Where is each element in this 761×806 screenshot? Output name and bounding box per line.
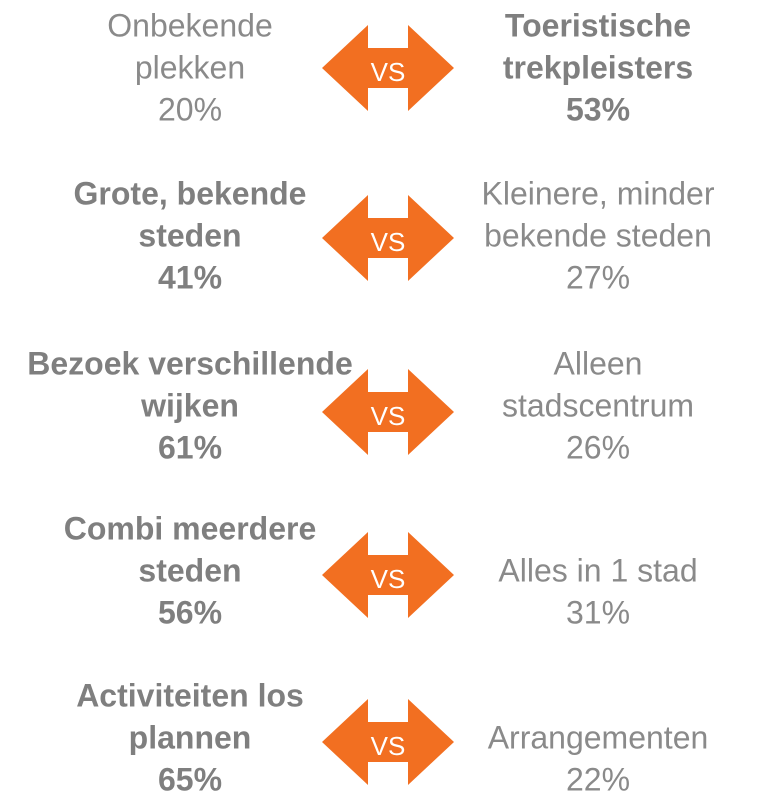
left-label: Combi meerdere bbox=[64, 510, 317, 546]
left-percentage: 56% bbox=[158, 594, 222, 630]
left-label: steden bbox=[138, 552, 241, 588]
left-percentage: 20% bbox=[158, 91, 222, 127]
vs-arrow bbox=[322, 532, 454, 618]
right-percentage: 22% bbox=[566, 761, 630, 797]
right-label: trekpleisters bbox=[503, 49, 693, 85]
vs-arrow bbox=[322, 699, 454, 785]
vs-arrow bbox=[322, 369, 454, 455]
vs-label: VS bbox=[371, 401, 406, 431]
right-percentage: 26% bbox=[566, 429, 630, 465]
right-label: stadscentrum bbox=[502, 387, 694, 423]
right-label: Alleen bbox=[554, 345, 643, 381]
vs-arrow bbox=[322, 25, 454, 111]
vs-label: VS bbox=[371, 731, 406, 761]
comparison-row: Grote, bekende steden 41% Kleinere, minder b… bbox=[74, 175, 715, 295]
right-label: bekende steden bbox=[484, 217, 712, 253]
right-label: Arrangementen bbox=[488, 719, 709, 755]
left-percentage: 65% bbox=[158, 761, 222, 797]
right-label: Toeristische bbox=[505, 7, 691, 43]
right-percentage: 53% bbox=[566, 91, 630, 127]
left-label: Bezoek verschillende bbox=[27, 345, 352, 381]
left-label: plannen bbox=[129, 719, 252, 755]
vs-label: VS bbox=[371, 227, 406, 257]
comparison-row: Bezoek verschillende wijken 61% Alleen stads… bbox=[27, 345, 694, 465]
vs-arrow bbox=[322, 195, 454, 281]
left-label: wijken bbox=[140, 387, 239, 423]
right-percentage: 31% bbox=[566, 594, 630, 630]
right-percentage: 27% bbox=[566, 259, 630, 295]
right-label: Alles in 1 stad bbox=[498, 552, 697, 588]
left-label: plekken bbox=[135, 49, 245, 85]
comparison-row: Activiteiten los plannen 65% Arrangementen 2… bbox=[76, 677, 708, 797]
left-label: Grote, bekende bbox=[74, 175, 307, 211]
left-percentage: 61% bbox=[158, 429, 222, 465]
left-percentage: 41% bbox=[158, 259, 222, 295]
left-label: Activiteiten los bbox=[76, 677, 304, 713]
vs-label: VS bbox=[371, 564, 406, 594]
vs-label: VS bbox=[371, 57, 406, 87]
right-label: Kleinere, minder bbox=[482, 175, 715, 211]
left-label: Onbekende bbox=[107, 7, 272, 43]
left-label: steden bbox=[138, 217, 241, 253]
comparison-row: Onbekende plekken 20% Toeristische trekpleis… bbox=[107, 7, 693, 127]
comparison-row: Combi meerdere steden 56% Alles in 1 stad 31… bbox=[64, 510, 698, 630]
